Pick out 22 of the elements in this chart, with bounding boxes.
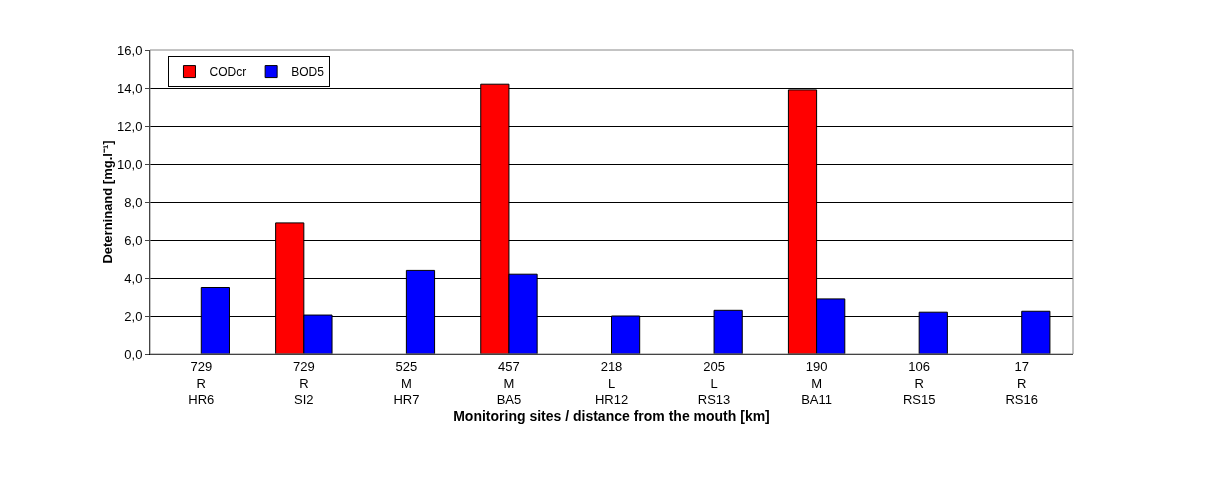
y-tick-label: 6,0 — [124, 232, 143, 248]
x-axis-title: Monitoring sites / distance from the mouth [km] — [453, 407, 770, 424]
x-tick-label: 17 R RS16 — [1005, 358, 1038, 408]
x-tick-label: 729 R HR6 — [188, 358, 215, 408]
y-tick-label: 4,0 — [124, 270, 143, 286]
y-tick-label: 12,0 — [117, 118, 143, 134]
legend-label: CODcr — [209, 65, 247, 80]
x-tick-label: 205 L RS13 — [697, 358, 731, 408]
y-tick-label: 8,0 — [124, 194, 143, 210]
x-tick-label: 457 M BA5 — [496, 358, 522, 408]
y-tick-label: 16,0 — [117, 42, 143, 58]
x-tick-label: 218 L HR12 — [594, 358, 629, 408]
y-tick-label: 2,0 — [124, 308, 143, 324]
y-tick-label: 0,0 — [124, 346, 143, 362]
x-tick-label: 190 M BA11 — [801, 358, 833, 408]
y-tick-label: 10,0 — [117, 156, 143, 172]
x-tick-label: 525 M HR7 — [393, 358, 420, 408]
y-tick-label: 14,0 — [117, 80, 143, 96]
x-tick-label: 106 R RS15 — [902, 358, 936, 408]
x-tick-label: 729 R SI2 — [292, 358, 315, 408]
y-axis-title: Deterninand [mg.l⁻¹] — [100, 140, 116, 264]
legend-label: BOD5 — [291, 65, 325, 80]
